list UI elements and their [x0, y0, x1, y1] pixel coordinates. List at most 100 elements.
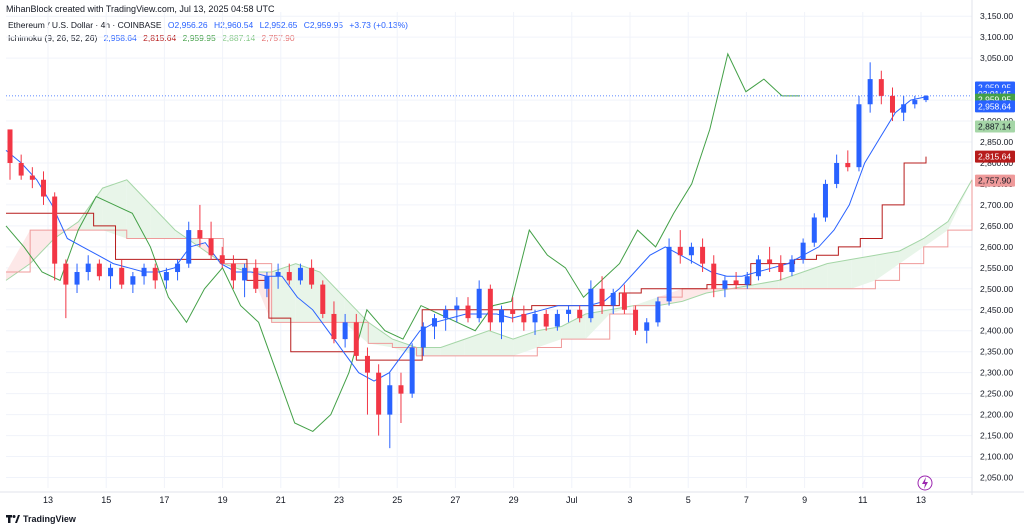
- y-tick-label: 3,050.00: [980, 53, 1013, 63]
- symbol-name: Ethereum / U.S. Dollar · 4h · COINBASE: [8, 20, 162, 30]
- cloud-segment: [271, 263, 296, 323]
- candle-body: [688, 246, 694, 256]
- candle-body: [610, 292, 616, 306]
- candle-body: [811, 217, 817, 243]
- candle-body: [85, 263, 91, 273]
- candle-body: [376, 372, 382, 415]
- cloud-segment: [827, 259, 852, 289]
- y-tick-label: 2,550.00: [980, 263, 1013, 273]
- cloud-segment: [537, 326, 562, 348]
- y-tick-label: 2,650.00: [980, 221, 1013, 231]
- x-tick-label: 25: [392, 495, 402, 505]
- candle-body: [700, 246, 706, 264]
- price-label-text: 2,757.90: [978, 176, 1011, 186]
- candle-body: [253, 267, 259, 289]
- x-tick-label: 5: [686, 495, 691, 505]
- price-label-box: [975, 174, 1015, 187]
- cloud-segment: [851, 255, 876, 289]
- candle-body: [510, 309, 516, 314]
- candle-body: [96, 263, 102, 277]
- cloud-segment: [126, 179, 151, 239]
- ichimoku-legend[interactable]: Ichimoku (9, 26, 52, 26) 2,958.64 2,815.…: [8, 33, 299, 43]
- candle-body: [845, 162, 851, 168]
- candle-body: [711, 263, 717, 289]
- y-tick-label: 2,050.00: [980, 473, 1013, 483]
- candle-body: [532, 313, 538, 323]
- cloud-segment: [633, 297, 659, 306]
- price-label-box: [975, 150, 1015, 163]
- price-label-text: 2,958.64: [978, 101, 1011, 111]
- candle-body: [387, 385, 393, 415]
- candle-body: [722, 280, 728, 289]
- candle-body: [655, 301, 661, 323]
- candle-body: [74, 272, 80, 285]
- candle-body: [767, 259, 773, 264]
- candle-body: [175, 263, 181, 273]
- candle-body: [499, 309, 505, 323]
- candle-body: [577, 309, 583, 319]
- lightning-glyph: [922, 477, 928, 489]
- candle-body: [521, 313, 527, 323]
- candle-body: [778, 263, 784, 273]
- candle-body: [923, 95, 929, 101]
- candle-body: [264, 276, 270, 289]
- candle-body: [889, 95, 895, 113]
- cloud-segment: [947, 179, 972, 231]
- candle-body: [487, 288, 493, 323]
- symbol-legend[interactable]: Ethereum / U.S. Dollar · 4h · COINBASE O…: [8, 20, 412, 30]
- candle-body: [409, 347, 415, 394]
- base-line: [6, 156, 927, 361]
- x-tick-label: 29: [509, 495, 519, 505]
- y-tick-label: 2,600.00: [980, 242, 1013, 252]
- candle-body: [554, 313, 560, 327]
- y-tick-label: 2,700.00: [980, 200, 1013, 210]
- ichimoku-lines: [5, 52, 973, 432]
- lagging-value: 2,959.95: [182, 33, 216, 43]
- candle-body: [644, 322, 650, 331]
- candle-body: [18, 162, 24, 176]
- y-tick-label: 2,450.00: [980, 305, 1013, 315]
- replay-lightning-icon[interactable]: [917, 475, 933, 491]
- candle-body: [431, 318, 437, 327]
- x-tick-label: 7: [744, 495, 749, 505]
- candle-body: [242, 267, 248, 281]
- y-tick-label: 2,100.00: [980, 452, 1013, 462]
- candle-body: [800, 242, 806, 260]
- candle-body: [677, 246, 683, 256]
- price-label-box: [975, 100, 1015, 113]
- price-label-text: 2,887.14: [978, 121, 1011, 131]
- tradingview-brand: TradingView: [23, 514, 76, 524]
- cloud-segment: [899, 238, 924, 264]
- cloud-segment: [778, 272, 803, 289]
- candle-body: [286, 272, 292, 281]
- candle-body: [331, 313, 337, 340]
- x-tick-label: 13: [916, 495, 926, 505]
- ichimoku-label: Ichimoku (9, 26, 52, 26): [8, 33, 98, 43]
- tradingview-logo[interactable]: TradingView: [6, 514, 76, 524]
- candle-body: [163, 272, 169, 281]
- cloud-segment: [150, 204, 176, 239]
- price-label-box: [975, 120, 1015, 133]
- candle-body: [320, 284, 326, 314]
- candle-body: [41, 179, 47, 197]
- x-tick-label: 27: [450, 495, 460, 505]
- leading-b-value: 2,757.90: [261, 33, 295, 43]
- candle-body: [599, 288, 605, 306]
- price-labels: 2,959.9503:01:452,959.952,958.642,887.14…: [917, 81, 1015, 491]
- x-tick-label: 17: [159, 495, 169, 505]
- candle-body: [476, 288, 482, 319]
- candle-body: [342, 322, 348, 340]
- y-tick-label: 2,250.00: [980, 389, 1013, 399]
- candle-body: [454, 305, 460, 310]
- y-tick-label: 2,400.00: [980, 326, 1013, 336]
- conversion-value: 2,958.64: [103, 33, 137, 43]
- cloud-segment: [319, 272, 345, 323]
- candle-body: [867, 79, 873, 105]
- candle-body: [52, 196, 58, 264]
- candle-body: [420, 326, 426, 348]
- candle-body: [901, 104, 907, 113]
- candle-body: [63, 263, 69, 285]
- cloud-segment: [875, 251, 900, 281]
- x-tick-label: 15: [101, 495, 111, 505]
